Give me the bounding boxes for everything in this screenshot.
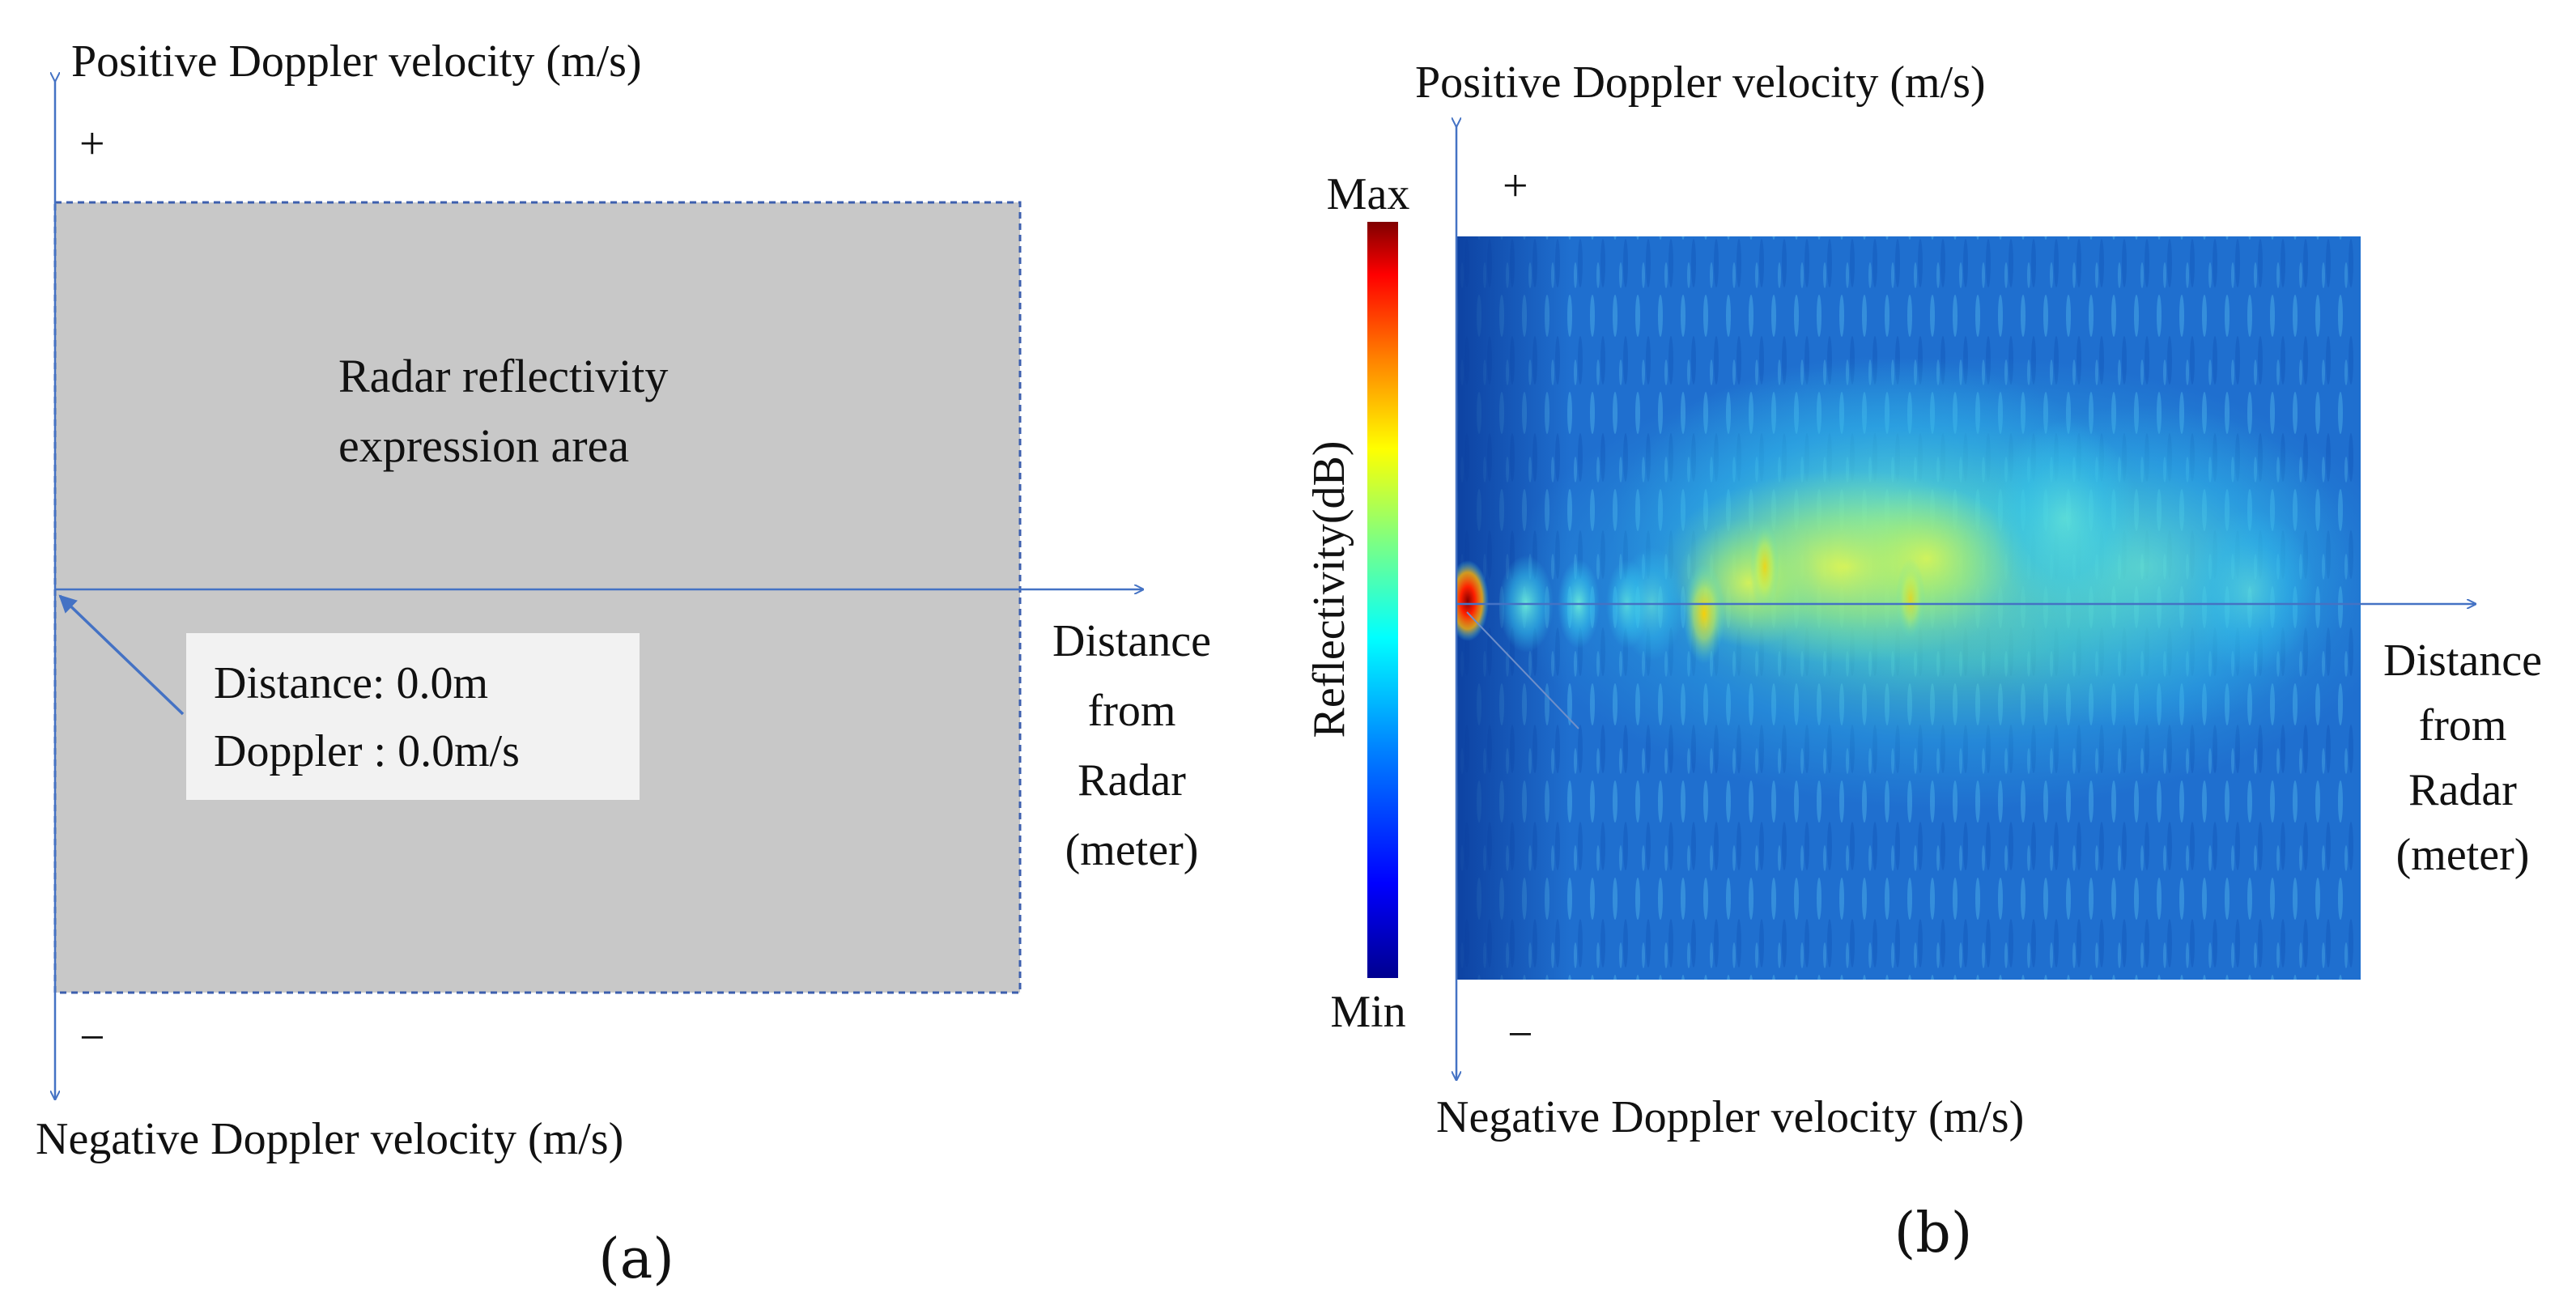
reflectivity-heatmap bbox=[1456, 236, 2361, 980]
caption-a: (a) bbox=[598, 1227, 674, 1291]
x-axis-label-a: Distance from Radar (meter) bbox=[1052, 616, 1211, 875]
origin-callout-box bbox=[186, 633, 640, 800]
origin-distance-text: Distance: 0.0m bbox=[214, 658, 488, 708]
x-label-a-line: Radar bbox=[1078, 755, 1186, 806]
x-label-b-line: from bbox=[2419, 700, 2507, 751]
x-label-b-line: Distance bbox=[2383, 636, 2542, 686]
x-axis-label-b: Distance from Radar (meter) bbox=[2383, 636, 2542, 880]
plus-sign-b: + bbox=[1503, 161, 1528, 211]
plus-sign-a: + bbox=[79, 119, 105, 169]
x-label-a-line: from bbox=[1088, 686, 1176, 736]
caption-b: (b) bbox=[1894, 1201, 1973, 1265]
minus-sign-a: − bbox=[79, 1013, 105, 1063]
origin-doppler-text: Doppler : 0.0m/s bbox=[214, 726, 520, 776]
origin-callout-arrow bbox=[58, 594, 185, 716]
colorbar bbox=[1367, 222, 1398, 978]
minus-sign-b: − bbox=[1507, 1010, 1533, 1060]
area-label-line2: expression area bbox=[338, 419, 629, 472]
x-label-a-line: (meter) bbox=[1065, 825, 1199, 875]
panel-b: Max Min Reflectivity(dB) Positive Dopple… bbox=[1304, 57, 2542, 1265]
reflectivity-area bbox=[53, 201, 1022, 994]
x-label-b-line: Radar bbox=[2408, 765, 2517, 815]
colorbar-axis-label: Reflectivity(dB) bbox=[1304, 440, 1354, 738]
positive-velocity-label-a: Positive Doppler velocity (m/s) bbox=[71, 36, 642, 87]
negative-velocity-label-b: Negative Doppler velocity (m/s) bbox=[1436, 1092, 2024, 1142]
panel-a: Positive Doppler velocity (m/s) + − Nega… bbox=[36, 36, 1211, 1291]
origin-pointer-b bbox=[1466, 611, 1579, 729]
positive-velocity-label-b: Positive Doppler velocity (m/s) bbox=[1415, 57, 1986, 108]
area-label-line1: Radar reflectivity bbox=[338, 350, 668, 402]
colorbar-max-label: Max bbox=[1327, 169, 1410, 219]
colorbar-min-label: Min bbox=[1330, 987, 1405, 1037]
x-label-a-line: Distance bbox=[1052, 616, 1211, 666]
negative-velocity-label-a: Negative Doppler velocity (m/s) bbox=[36, 1114, 623, 1164]
x-label-b-line: (meter) bbox=[2396, 830, 2530, 880]
